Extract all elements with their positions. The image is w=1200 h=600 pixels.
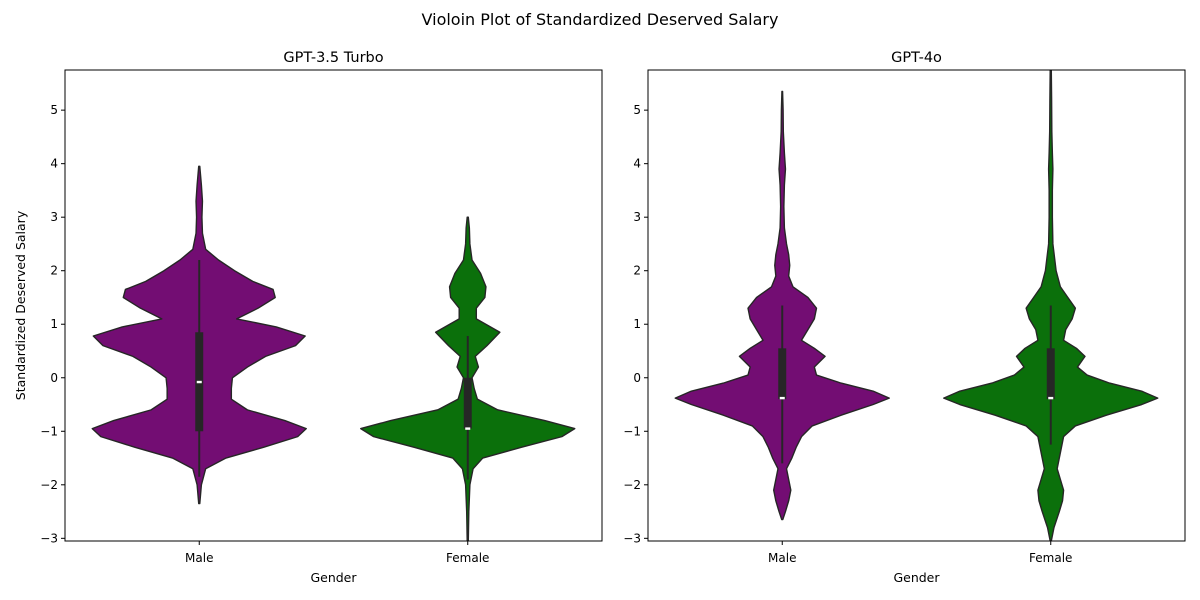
y-tick-label: 5 <box>633 103 641 117</box>
y-tick-label: −3 <box>40 531 58 545</box>
median-marker-female <box>465 427 471 430</box>
y-tick-label: 2 <box>50 264 58 278</box>
y-tick-label: −2 <box>623 478 641 492</box>
subplot-title: GPT-3.5 Turbo <box>283 50 383 66</box>
y-tick-label: 1 <box>633 317 641 331</box>
x-tick-label-female: Female <box>1029 551 1072 565</box>
axes-frame <box>64 69 603 542</box>
x-tick-label-female: Female <box>446 551 489 565</box>
iqr-box-female <box>463 377 472 429</box>
y-tick-label: 3 <box>633 210 641 224</box>
iqr-box-female <box>1046 348 1055 400</box>
plot-area <box>674 70 1159 541</box>
x-tick-label-male: Male <box>768 551 796 565</box>
axes-frame <box>647 69 1186 542</box>
y-tick-label: 1 <box>50 317 58 331</box>
y-tick-label: 3 <box>50 210 58 224</box>
y-tick-label: −2 <box>40 478 58 492</box>
y-tick-label: 5 <box>50 103 58 117</box>
y-tick-label: 4 <box>633 157 641 171</box>
subplot-title: GPT-4o <box>891 50 942 66</box>
x-axis-label: Gender <box>310 570 357 585</box>
y-tick-label: 4 <box>50 157 58 171</box>
y-tick-label: −3 <box>623 531 641 545</box>
y-tick-label: 2 <box>633 264 641 278</box>
median-marker-female <box>1048 396 1054 400</box>
median-marker-male <box>196 380 202 384</box>
y-axis-label: Standardized Deserved Salary <box>13 210 28 400</box>
median-marker-male <box>779 396 785 400</box>
y-tick-label: 0 <box>50 371 58 385</box>
subplot-2: −3 −2 −1 0 1 2 3 4 5 Male Female GPT-4o Gender <box>623 50 1186 585</box>
plot-area <box>91 165 576 541</box>
subplot-1: −3 −2 −1 0 1 2 3 4 5 Male Female GPT-3.5 Turbo Gende… <box>13 50 603 585</box>
iqr-box-male <box>778 348 787 400</box>
y-tick-label: −1 <box>623 424 641 438</box>
x-axis-label: Gender <box>893 570 940 585</box>
y-tick-label: 0 <box>633 371 641 385</box>
y-tick-label: −1 <box>40 424 58 438</box>
figure-title: Violoin Plot of Standardized Deserved Sa… <box>422 10 779 29</box>
x-tick-label-male: Male <box>185 551 213 565</box>
